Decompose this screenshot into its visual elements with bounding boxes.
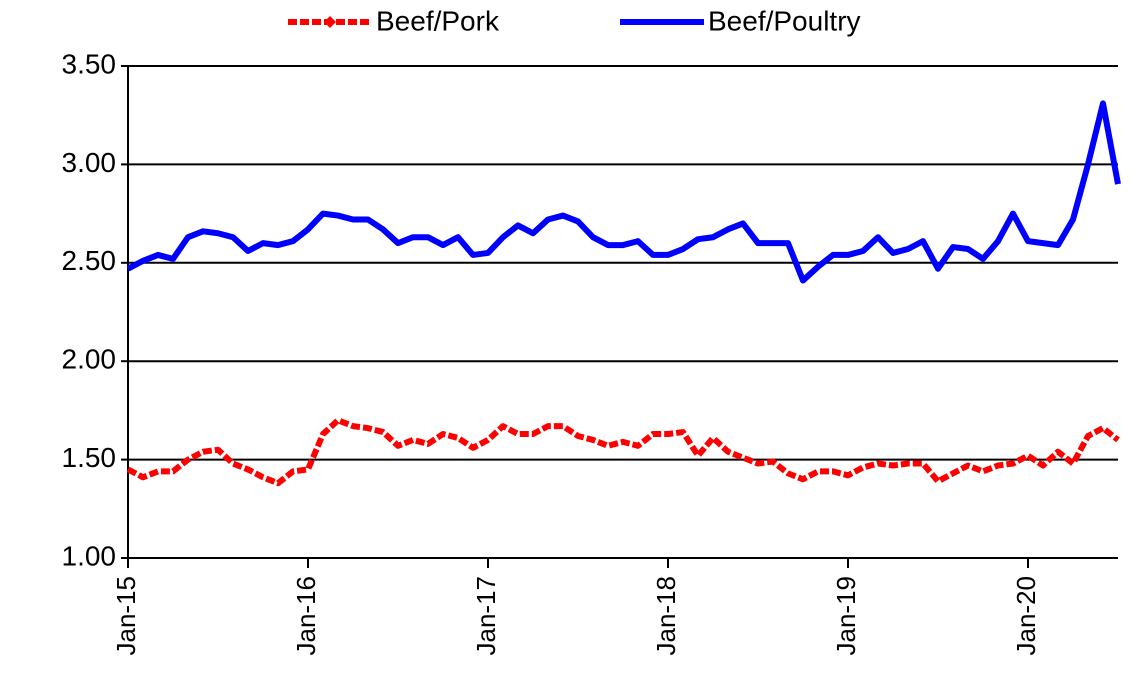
series-line (126, 100, 1121, 284)
x-tick-label: Jan-20 (1011, 576, 1041, 656)
y-tick-label: 2.00 (62, 344, 117, 375)
series-line (126, 417, 1120, 487)
legend-marker (324, 16, 336, 28)
y-tick-label: 2.50 (62, 245, 117, 276)
y-tick-label: 1.00 (62, 540, 117, 571)
y-tick-label: 1.50 (62, 442, 117, 473)
x-tick-label: Jan-18 (651, 576, 681, 656)
y-tick-label: 3.50 (62, 48, 117, 79)
x-tick-label: Jan-16 (291, 576, 321, 656)
x-tick-label: Jan-15 (111, 576, 141, 656)
x-tick-label: Jan-17 (471, 576, 501, 656)
x-tick-label: Jan-19 (831, 576, 861, 656)
y-tick-label: 3.00 (62, 147, 117, 178)
legend-label: Beef/Poultry (708, 5, 861, 36)
legend-label: Beef/Pork (376, 5, 500, 36)
